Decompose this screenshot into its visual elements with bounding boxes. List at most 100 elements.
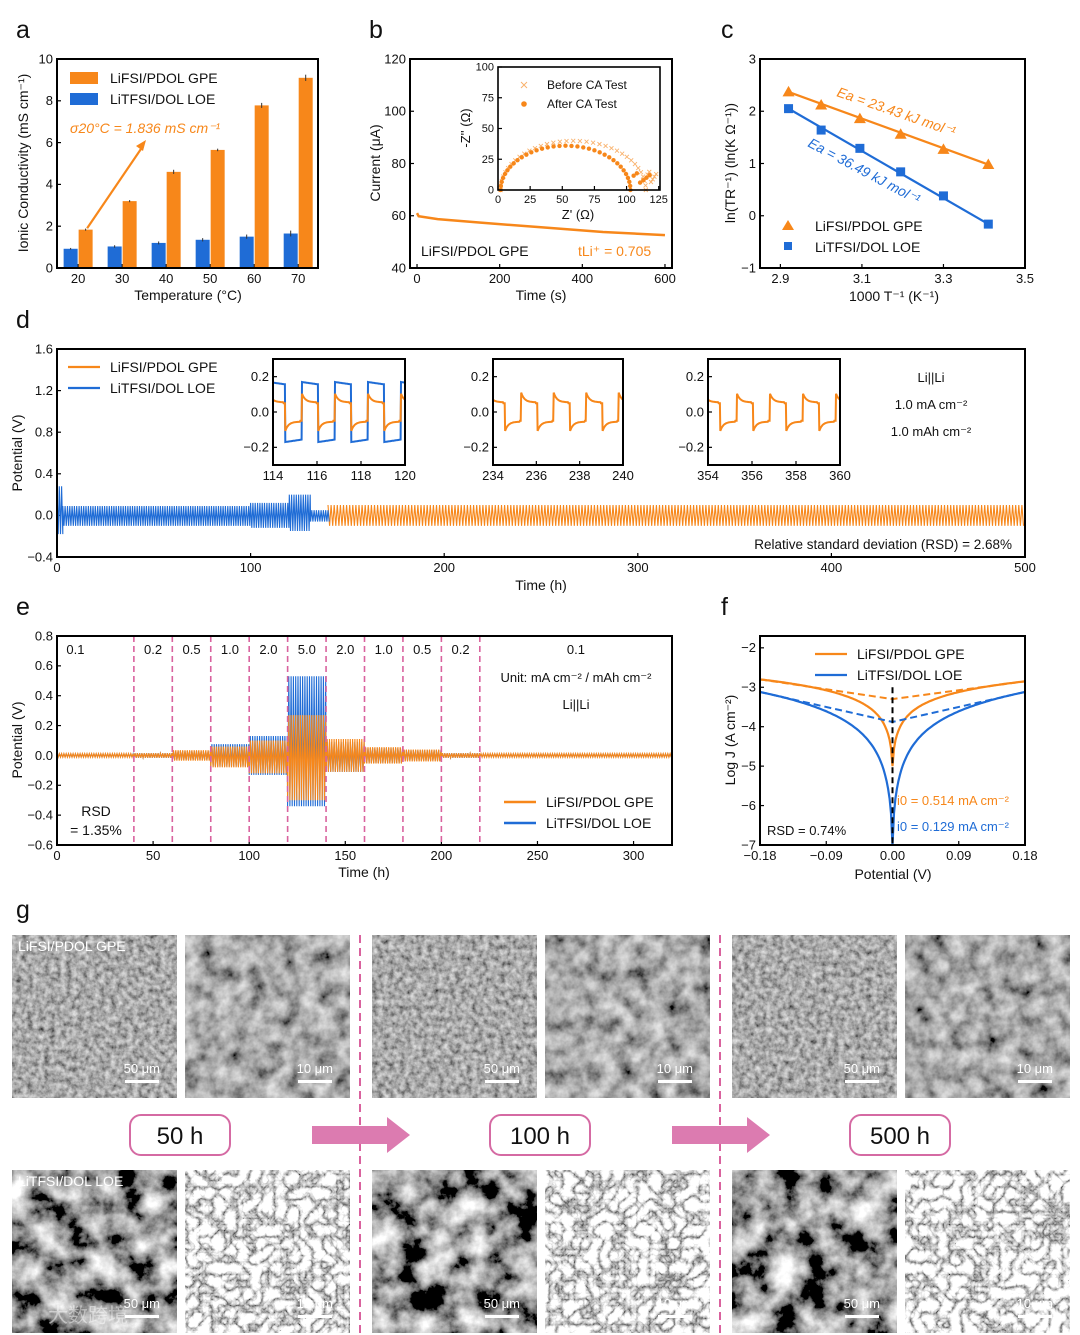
after-marker xyxy=(569,143,574,149)
arrow-head-icon xyxy=(136,140,146,151)
legend-label-gpe: LiFSI/PDOL GPE xyxy=(857,646,965,662)
before-marker xyxy=(564,138,569,144)
x-tick-label: 150 xyxy=(334,848,356,863)
rate-label: 5.0 xyxy=(298,642,316,657)
x-tick-label: 300 xyxy=(623,848,645,863)
triangle-marker xyxy=(982,158,995,170)
before-marker xyxy=(551,140,556,145)
row-label-gpe: LiFSI/PDOL GPE xyxy=(18,938,126,954)
bar xyxy=(107,246,122,268)
unit-label: Unit: mA cm⁻² / mAh cm⁻² xyxy=(501,670,653,685)
y-axis-title: Ionic Conductivity (mS cm⁻¹) xyxy=(15,74,31,253)
after-marker xyxy=(644,175,649,180)
after-marker xyxy=(581,145,586,150)
y-tick-label: −6 xyxy=(741,798,756,813)
x-tick-label: 300 xyxy=(627,560,649,575)
y-tick-label: −0.4 xyxy=(27,549,53,564)
time-box xyxy=(489,1114,591,1156)
y-tick-label: 0 xyxy=(749,208,756,223)
before-marker xyxy=(652,174,657,179)
scale-bar xyxy=(845,1315,879,1318)
x-tick-label: 0.00 xyxy=(880,848,905,863)
before-marker xyxy=(628,158,634,163)
x-tick-label: −0.18 xyxy=(744,848,777,863)
after-marker xyxy=(529,150,534,155)
x-tick-label: 600 xyxy=(654,271,676,286)
panel-e: Time (h) Potential (V) Unit: mA cm⁻² / m… xyxy=(9,628,673,880)
before-marker xyxy=(632,161,638,167)
bar xyxy=(78,229,93,268)
bar xyxy=(254,105,269,268)
current-density: 1.0 mA cm⁻² xyxy=(895,397,968,412)
arrow-right-icon xyxy=(672,1117,770,1153)
before-marker xyxy=(584,139,589,144)
x-tick-label: 100 xyxy=(240,560,262,575)
inset-bg xyxy=(498,67,660,190)
y-tick-label: 2 xyxy=(749,104,756,119)
after-marker xyxy=(511,161,516,166)
plot-frame xyxy=(409,58,673,269)
y-tick-label: 10 xyxy=(39,51,53,66)
sem-image xyxy=(185,1170,350,1333)
after-marker xyxy=(545,145,550,150)
sem-image xyxy=(185,935,350,1098)
panel-c: 1000 T⁻¹ (K⁻¹) ln(TR⁻¹) (ln(K Ω⁻¹)) Ea =… xyxy=(722,51,1034,304)
y-tick-label: 6 xyxy=(46,135,53,150)
triangle-marker xyxy=(894,128,907,139)
x-tick-label: 114 xyxy=(263,468,284,483)
y-tick-label: 0.0 xyxy=(686,404,704,419)
before-marker xyxy=(646,169,652,175)
legend-label-loe: LiTFSI/DOL LOE xyxy=(857,667,962,683)
loe-voltage-band xyxy=(56,486,330,535)
before-marker xyxy=(643,183,648,188)
scale-bar-label: 10 μm xyxy=(297,1061,333,1076)
arrow-right-icon xyxy=(312,1117,410,1153)
legend-label-gpe: LiFSI/PDOL GPE xyxy=(110,70,218,86)
after-marker xyxy=(557,143,562,149)
sem-image xyxy=(905,1170,1070,1333)
y-tick-label: 120 xyxy=(384,51,406,66)
after-marker xyxy=(524,152,529,157)
x-tick-label: 50 xyxy=(146,848,160,863)
legend-square-icon xyxy=(784,242,792,250)
inset-y-axis-title: -Z'' (Ω) xyxy=(458,108,473,147)
y-tick-label: 0.2 xyxy=(471,369,489,384)
scale-bar xyxy=(658,1080,692,1083)
after-marker xyxy=(534,148,539,153)
y-tick-label: 0.0 xyxy=(251,404,269,419)
x-tick-label: 238 xyxy=(569,468,591,483)
square-marker xyxy=(983,219,993,229)
x-tick-label: 125 xyxy=(650,194,668,206)
inset-voltage-curve xyxy=(707,393,841,432)
y-tick-label: 4 xyxy=(46,177,53,192)
triangle-marker xyxy=(815,98,828,110)
scale-bar-label: 10 μm xyxy=(297,1296,333,1311)
y-tick-label: −0.2 xyxy=(243,440,269,455)
scale-bar-label: 10 μm xyxy=(657,1061,693,1076)
y-tick-label: 80 xyxy=(392,156,406,171)
legend-label-gpe: LiFSI/PDOL GPE xyxy=(110,359,218,375)
inset-bg xyxy=(493,359,623,465)
rate-label: 2.0 xyxy=(259,642,277,657)
activation-energy-loe: Ea = 36.49 kJ mol⁻¹ xyxy=(806,135,924,208)
before-marker xyxy=(557,139,563,144)
y-axis-title: ln(TR⁻¹) (ln(K Ω⁻¹)) xyxy=(722,103,738,223)
y-tick-label: 0.2 xyxy=(35,718,53,733)
rate-label: 0.2 xyxy=(144,642,162,657)
plot-frame xyxy=(56,58,319,269)
y-tick-label: −0.4 xyxy=(27,807,53,822)
scale-bar xyxy=(1018,1315,1052,1318)
x-axis-title: Time (s) xyxy=(516,287,567,303)
panel-d: Time (h) Potential (V) LiFSI/PDOL GPE Li… xyxy=(9,341,1036,593)
before-marker xyxy=(619,151,625,156)
after-marker xyxy=(637,180,643,185)
scale-bar xyxy=(658,1315,692,1318)
y-tick-label: −0.2 xyxy=(27,778,53,793)
panel-label-g: g xyxy=(16,896,30,924)
after-marker xyxy=(611,157,616,163)
y-tick-label: −3 xyxy=(741,680,756,695)
square-marker xyxy=(855,143,865,153)
plot-frame xyxy=(56,348,1026,558)
y-tick-label: 50 xyxy=(482,123,494,135)
scale-bar-label: 50 μm xyxy=(844,1061,880,1076)
